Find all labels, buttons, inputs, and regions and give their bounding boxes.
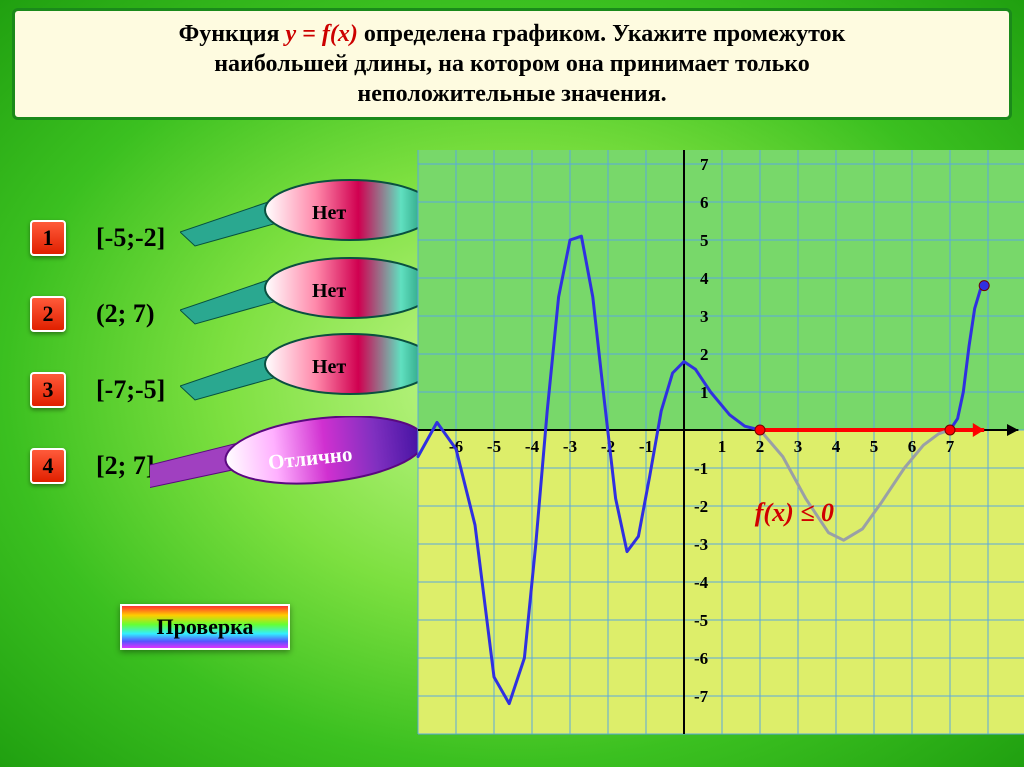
svg-text:5: 5: [700, 231, 709, 250]
svg-text:-5: -5: [487, 437, 501, 456]
svg-text:7: 7: [700, 155, 709, 174]
feedback-3-label: Нет: [312, 356, 346, 379]
answer-text-2: (2; 7): [96, 299, 154, 329]
svg-text:5: 5: [870, 437, 879, 456]
svg-text:3: 3: [700, 307, 709, 326]
feedback-1-label: Нет: [312, 202, 346, 225]
check-button[interactable]: Проверка: [120, 604, 290, 650]
svg-text:-6: -6: [694, 649, 708, 668]
question-text-1a: Функция: [179, 21, 286, 47]
question-function: y = f(x): [286, 21, 358, 47]
svg-text:3: 3: [794, 437, 803, 456]
answer-badge-2[interactable]: 2: [30, 296, 66, 332]
svg-text:-3: -3: [694, 535, 708, 554]
answer-badge-3[interactable]: 3: [30, 372, 66, 408]
answer-badge-4[interactable]: 4: [30, 448, 66, 484]
answer-badge-1[interactable]: 1: [30, 220, 66, 256]
svg-text:-7: -7: [694, 687, 709, 706]
svg-text:-3: -3: [563, 437, 577, 456]
svg-text:4: 4: [832, 437, 841, 456]
question-text-1b: определена графиком. Укажите промежуток: [358, 21, 846, 47]
svg-text:1: 1: [718, 437, 727, 456]
answer-row-1: 1 [-5;-2] Нет: [30, 220, 165, 256]
svg-text:2: 2: [700, 345, 709, 364]
svg-text:7: 7: [946, 437, 955, 456]
feedback-2-label: Нет: [312, 280, 346, 303]
svg-text:4: 4: [700, 269, 709, 288]
answer-list: 1 [-5;-2] Нет 2 (2; 7) Нет 3 [-7;-5]: [30, 220, 165, 524]
chart: -6-5-4-3-2-112345671234567-1-2-3-4-5-6-7: [384, 150, 1024, 750]
answer-row-3: 3 [-7;-5] Нет: [30, 372, 165, 408]
question-text-3: неположительные значения.: [357, 81, 666, 107]
check-button-label: Проверка: [156, 614, 253, 640]
svg-text:-5: -5: [694, 611, 708, 630]
svg-text:-1: -1: [639, 437, 653, 456]
chart-annotation: f(x) ≤ 0: [755, 498, 834, 528]
question-box: Функция y = f(x) определена графиком. Ук…: [12, 8, 1012, 120]
question-text-2: наибольшей длины, на котором она принима…: [214, 51, 810, 77]
svg-text:-4: -4: [525, 437, 540, 456]
answer-text-1: [-5;-2]: [96, 223, 165, 253]
answer-text-3: [-7;-5]: [96, 375, 165, 405]
svg-text:-1: -1: [694, 459, 708, 478]
svg-text:-2: -2: [694, 497, 708, 516]
answer-row-4: 4 [2; 7] Отлично: [30, 448, 165, 484]
svg-text:-4: -4: [694, 573, 709, 592]
svg-text:2: 2: [756, 437, 765, 456]
answer-text-4: [2; 7]: [96, 451, 154, 481]
feedback-4-label: Отлично: [267, 442, 354, 476]
answer-row-2: 2 (2; 7) Нет: [30, 296, 165, 332]
svg-text:6: 6: [700, 193, 709, 212]
